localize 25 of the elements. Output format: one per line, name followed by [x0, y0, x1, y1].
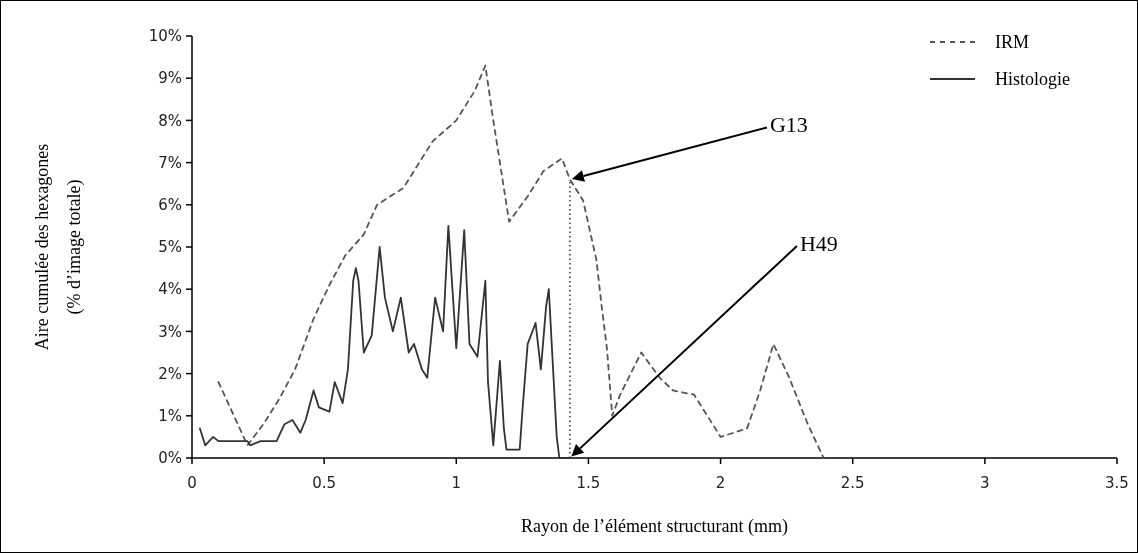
x-tick-label: 0: [187, 474, 197, 492]
y-tick-label: 8%: [158, 111, 182, 130]
y-tick-label: 9%: [158, 69, 182, 88]
annotation: G13: [769, 112, 808, 138]
x-tick-label: 3: [980, 474, 990, 492]
y-tick-label: 7%: [158, 153, 182, 172]
x-axis-title: Rayon de l’élément structurant (mm): [521, 516, 788, 537]
x-tick-label: 1.5: [576, 474, 601, 492]
y-tick-label: 10%: [148, 27, 182, 46]
legend-label: IRM: [995, 32, 1030, 53]
annotation: H49: [799, 230, 838, 256]
x-tick-label: 1: [451, 474, 462, 492]
x-tick-label: 0.5: [312, 474, 337, 492]
y-tick-label: 3%: [158, 322, 182, 341]
legend-label: Histologie: [995, 69, 1071, 90]
y-tick-label: 0%: [158, 449, 182, 468]
x-tick-label: 3.5: [1105, 474, 1129, 492]
x-tick-label: 2.5: [840, 474, 865, 492]
y-tick-label: 1%: [158, 407, 182, 426]
y-tick-label: 6%: [158, 196, 182, 215]
y-tick-label: 2%: [158, 364, 182, 383]
y-tick-label: 4%: [158, 280, 182, 299]
x-tick-label: 2: [715, 474, 726, 492]
y-tick-label: 5%: [158, 238, 182, 257]
y-axis-title: Aire cumulée des hexagones (% d’image totale): [32, 143, 85, 351]
